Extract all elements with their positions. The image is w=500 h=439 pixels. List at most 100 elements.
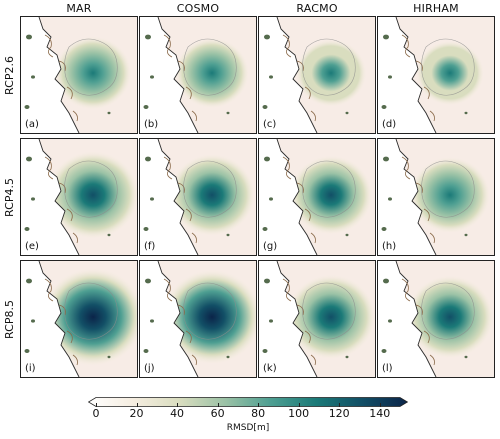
island bbox=[31, 197, 35, 201]
colorbar-tick-label: 0 bbox=[92, 407, 100, 420]
panel-label: (i) bbox=[25, 363, 36, 374]
panel-label: (k) bbox=[263, 363, 277, 374]
map-panel: (k) bbox=[258, 260, 376, 378]
island bbox=[145, 278, 151, 284]
rmsd-field bbox=[289, 155, 373, 235]
rmsd-map bbox=[259, 261, 375, 377]
island bbox=[269, 75, 273, 79]
land-mask bbox=[21, 261, 79, 377]
island bbox=[107, 111, 111, 115]
rmsd-map bbox=[21, 17, 137, 133]
coastline bbox=[395, 17, 437, 133]
rmsd-field bbox=[295, 39, 367, 107]
panel-label: (l) bbox=[382, 363, 393, 374]
island bbox=[345, 355, 349, 359]
column-title-cosmo: COSMO bbox=[176, 2, 220, 15]
island bbox=[264, 156, 270, 162]
island bbox=[464, 233, 468, 237]
land-mask bbox=[378, 261, 436, 377]
rmsd-map bbox=[21, 139, 137, 255]
ice-contour bbox=[64, 160, 118, 218]
island bbox=[145, 156, 151, 162]
island bbox=[145, 34, 151, 40]
colorbar bbox=[87, 392, 409, 407]
island bbox=[24, 105, 30, 109]
island bbox=[26, 34, 32, 40]
ice-contour bbox=[183, 282, 237, 340]
map-panel: (g) bbox=[258, 138, 376, 256]
island bbox=[31, 75, 35, 79]
column-title-mar: MAR bbox=[66, 2, 92, 15]
rmsd-field bbox=[47, 151, 137, 239]
coastline bbox=[157, 17, 199, 133]
island bbox=[264, 34, 270, 40]
island bbox=[345, 233, 349, 237]
colorbar-tick-label: 40 bbox=[170, 407, 185, 420]
rmsd-map bbox=[378, 17, 494, 133]
colorbar-tick-label: 100 bbox=[288, 407, 310, 420]
land-mask bbox=[259, 261, 317, 377]
island bbox=[26, 278, 32, 284]
map-panel: (j) bbox=[139, 260, 257, 378]
panel-label: (h) bbox=[382, 241, 397, 252]
colorbar-tick bbox=[258, 403, 260, 407]
rmsd-map bbox=[259, 17, 375, 133]
island bbox=[150, 319, 154, 323]
island bbox=[150, 197, 154, 201]
land-mask bbox=[140, 17, 198, 133]
island bbox=[143, 105, 149, 109]
rmsd-field bbox=[41, 268, 137, 366]
island bbox=[226, 111, 230, 115]
colorbar-tick-label: 20 bbox=[129, 407, 144, 420]
rmsd-map bbox=[378, 139, 494, 255]
ice-contour bbox=[64, 282, 118, 340]
land-mask bbox=[21, 139, 79, 255]
ice-contour bbox=[64, 38, 118, 96]
land-mask bbox=[378, 139, 436, 255]
island bbox=[26, 156, 32, 162]
map-panel: (l) bbox=[377, 260, 495, 378]
rmsd-map bbox=[378, 261, 494, 377]
land-mask bbox=[259, 139, 317, 255]
rmsd-field bbox=[406, 275, 494, 359]
island bbox=[464, 111, 468, 115]
coastline bbox=[38, 261, 80, 377]
island bbox=[107, 355, 111, 359]
coastline bbox=[38, 139, 80, 255]
island bbox=[24, 349, 30, 353]
ice-contour bbox=[183, 160, 237, 218]
island bbox=[143, 227, 149, 231]
map-panel: (e) bbox=[20, 138, 138, 256]
island bbox=[381, 227, 387, 231]
island bbox=[388, 319, 392, 323]
panel-label: (c) bbox=[263, 119, 277, 130]
row-title-rcp85: RCP8.5 bbox=[0, 260, 18, 378]
land-mask bbox=[140, 139, 198, 255]
row-title-rcp26: RCP2.6 bbox=[0, 16, 18, 134]
land-mask bbox=[259, 17, 317, 133]
panel-label: (e) bbox=[25, 241, 39, 252]
island bbox=[345, 111, 349, 115]
coastline bbox=[38, 17, 80, 133]
island bbox=[388, 75, 392, 79]
island bbox=[24, 227, 30, 231]
row-title-text: RCP8.5 bbox=[2, 299, 16, 339]
map-panel: (f) bbox=[139, 138, 257, 256]
column-title-racmo: RACMO bbox=[296, 2, 338, 15]
colorbar-tick-label: 60 bbox=[210, 407, 225, 420]
colorbar-tick bbox=[298, 403, 300, 407]
rmsd-field bbox=[410, 157, 490, 233]
coastline bbox=[276, 139, 318, 255]
panel-label: (f) bbox=[144, 241, 156, 252]
coastline bbox=[276, 261, 318, 377]
colorbar-graphic bbox=[87, 397, 409, 407]
coastline bbox=[395, 139, 437, 255]
colorbar-tick bbox=[339, 403, 341, 407]
colorbar-tick-label: 80 bbox=[251, 407, 266, 420]
map-panel: (h) bbox=[377, 138, 495, 256]
rmsd-map bbox=[140, 261, 256, 377]
rmsd-field bbox=[54, 36, 132, 110]
column-title-hirham: HIRHAM bbox=[413, 2, 459, 15]
colorbar-tick bbox=[217, 403, 219, 407]
ice-contour bbox=[421, 160, 475, 218]
